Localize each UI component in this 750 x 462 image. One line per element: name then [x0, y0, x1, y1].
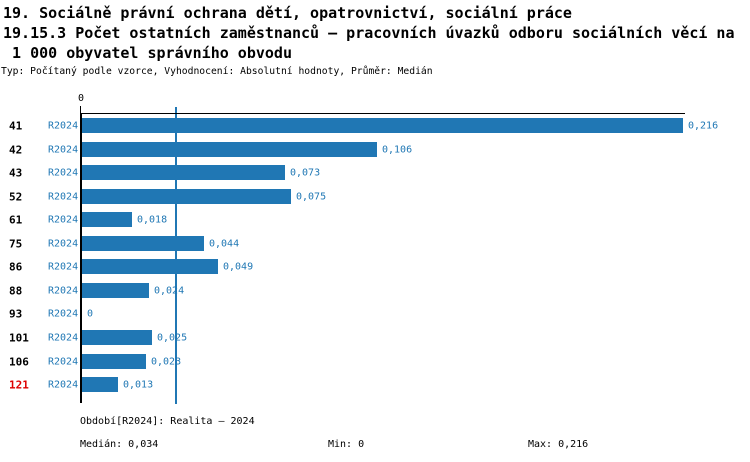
x-axis-zero-tick — [80, 106, 81, 113]
bar-value-label: 0,044 — [209, 238, 240, 249]
footer-period-label: Období[R2024]: Realita – 2024 — [80, 416, 255, 427]
bar-value-label: 0,049 — [223, 261, 254, 272]
bar-value-label: 0,013 — [123, 379, 154, 390]
chart-title-line3: 1 000 obyvatel správního obvodu — [3, 44, 292, 62]
x-axis-line — [80, 113, 685, 114]
chart-meta-info: Typ: Počítaný podle vzorce, Vyhodnocení:… — [1, 66, 433, 77]
row-series-label: R2024 — [48, 144, 79, 155]
bar — [82, 236, 204, 251]
footer-max-label: Max: 0,216 — [528, 439, 589, 450]
bar — [82, 118, 683, 133]
footer-min-label: Min: 0 — [328, 439, 365, 450]
y-axis-line — [80, 113, 82, 403]
bar-row: 43 R2024 0,073 — [0, 165, 750, 180]
row-category-label: 43 — [9, 166, 23, 179]
row-category-label: 61 — [9, 213, 23, 226]
bar-value-label: 0,106 — [382, 144, 413, 155]
row-series-label: R2024 — [48, 238, 79, 249]
bar-value-label: 0,073 — [290, 167, 321, 178]
bar-row: 61 R2024 0,018 — [0, 212, 750, 227]
row-category-label: 75 — [9, 237, 23, 250]
row-category-label: 106 — [9, 355, 29, 368]
row-series-label: R2024 — [48, 120, 79, 131]
bar-row: 121 R2024 0,013 — [0, 377, 750, 392]
bar-row: 101 R2024 0,025 — [0, 330, 750, 345]
row-category-label: 93 — [9, 307, 23, 320]
bar-value-label: 0,023 — [151, 356, 182, 367]
row-category-label: 121 — [9, 378, 29, 391]
bar-value-label: 0,018 — [137, 214, 168, 225]
bar-row: 42 R2024 0,106 — [0, 142, 750, 157]
bar — [82, 330, 152, 345]
row-category-label: 101 — [9, 331, 29, 344]
row-category-label: 86 — [9, 260, 23, 273]
row-series-label: R2024 — [48, 332, 79, 343]
bar-value-label: 0,216 — [688, 120, 719, 131]
bar-row: 75 R2024 0,044 — [0, 236, 750, 251]
x-axis-zero-tick-label: 0 — [77, 93, 85, 104]
row-series-label: R2024 — [48, 214, 79, 225]
chart-title-line2: 19.15.3 Počet ostatních zaměstnanců – pr… — [3, 24, 735, 42]
row-category-label: 52 — [9, 190, 23, 203]
bar-row: 86 R2024 0,049 — [0, 259, 750, 274]
bar-value-label: 0,025 — [157, 332, 188, 343]
row-category-label: 88 — [9, 284, 23, 297]
footer-median-label: Medián: 0,034 — [80, 439, 159, 450]
bar-value-label: 0,075 — [296, 191, 327, 202]
bar-value-label: 0 — [87, 308, 94, 319]
row-category-label: 41 — [9, 119, 23, 132]
bar-row: 93 R2024 0 — [0, 306, 750, 321]
row-series-label: R2024 — [48, 379, 79, 390]
bar-row: 106 R2024 0,023 — [0, 354, 750, 369]
bar-row: 41 R2024 0,216 — [0, 118, 750, 133]
row-category-label: 42 — [9, 143, 23, 156]
row-series-label: R2024 — [48, 191, 79, 202]
bar-row: 88 R2024 0,024 — [0, 283, 750, 298]
row-series-label: R2024 — [48, 308, 79, 319]
bar — [82, 165, 285, 180]
bar — [82, 212, 132, 227]
bar — [82, 377, 118, 392]
row-series-label: R2024 — [48, 261, 79, 272]
bar — [82, 354, 146, 369]
bar — [82, 259, 218, 274]
row-series-label: R2024 — [48, 356, 79, 367]
median-reference-line — [175, 107, 177, 404]
row-series-label: R2024 — [48, 285, 79, 296]
bar-value-label: 0,024 — [154, 285, 185, 296]
bar-row: 52 R2024 0,075 — [0, 189, 750, 204]
bar — [82, 283, 149, 298]
bar — [82, 142, 377, 157]
row-series-label: R2024 — [48, 167, 79, 178]
chart-title-line1: 19. Sociálně právní ochrana dětí, opatro… — [3, 4, 572, 22]
bar — [82, 189, 291, 204]
